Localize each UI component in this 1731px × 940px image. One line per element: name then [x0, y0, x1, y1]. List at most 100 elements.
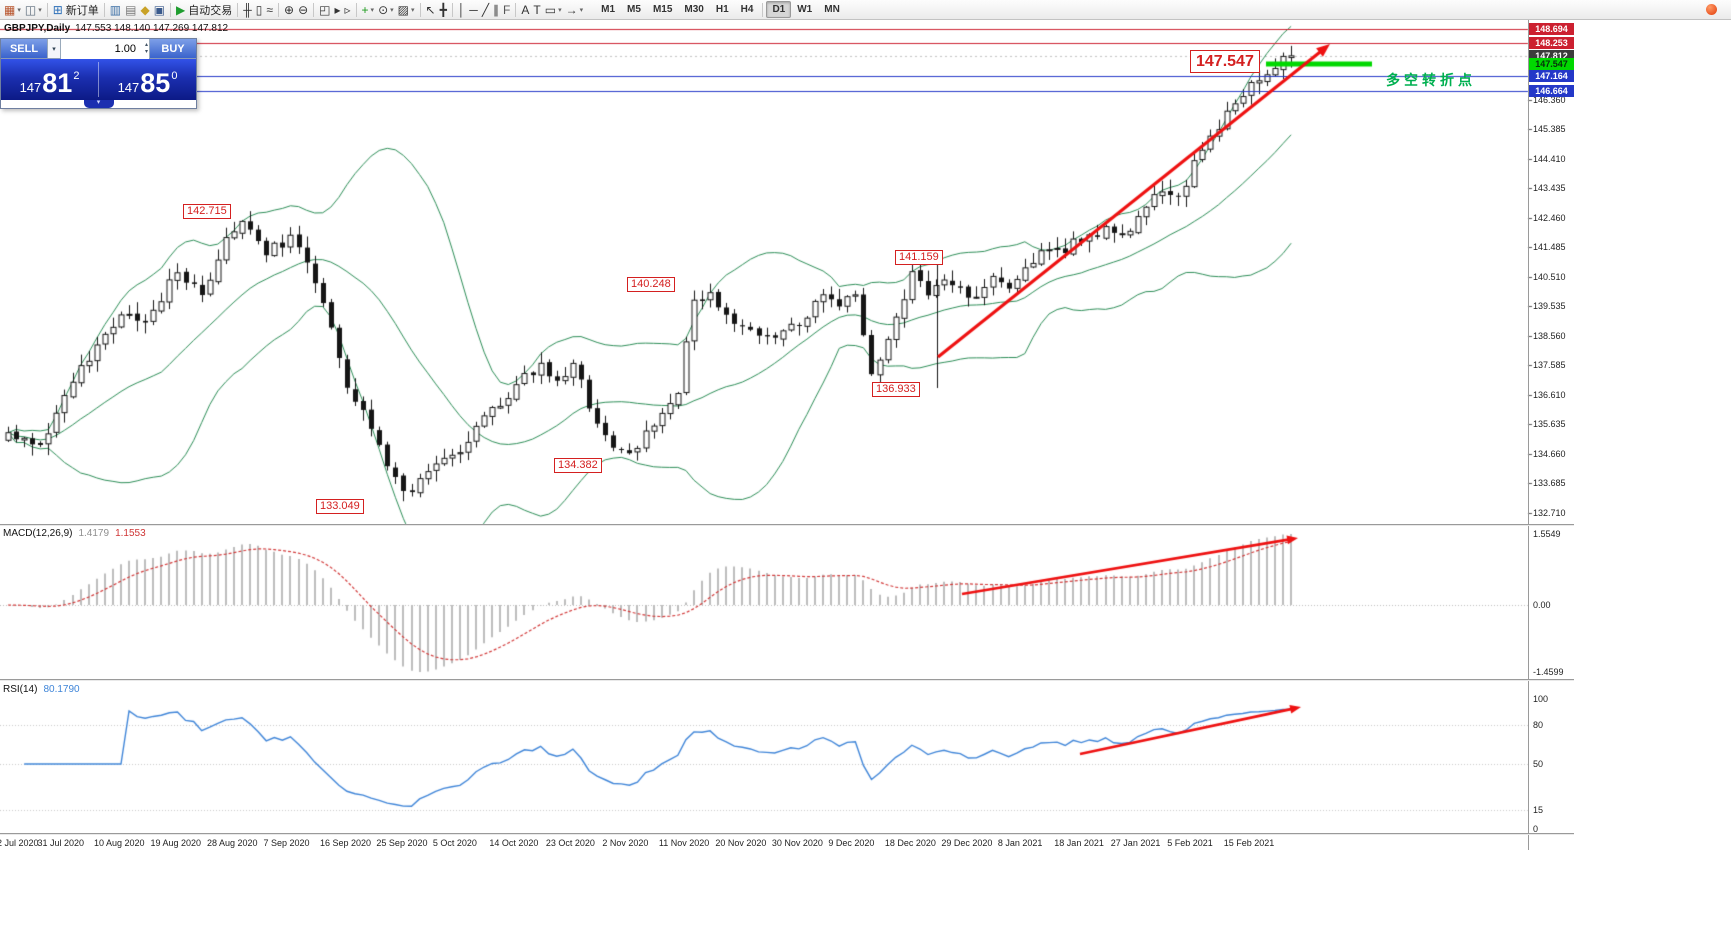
macd-signal-value: 1.1553: [115, 528, 146, 539]
toolbar-separator: [451, 2, 453, 17]
new-chart-button[interactable]: ▦ ▾: [2, 1, 23, 19]
price-callout[interactable]: 141.159: [895, 250, 943, 265]
bid-price[interactable]: 147 81 2: [1, 59, 98, 100]
buy-button[interactable]: BUY: [150, 39, 196, 58]
caret-down-icon: ▾: [390, 6, 394, 14]
toolbar-separator: [313, 2, 315, 17]
timeframe-d1-button[interactable]: D1: [766, 1, 792, 18]
date-axis-label: 14 Oct 2020: [489, 838, 539, 848]
toolbar-separator: [170, 2, 172, 17]
volume-input[interactable]: [61, 39, 149, 59]
price-callout[interactable]: 147.547: [1190, 50, 1260, 73]
caret-down-icon: ▾: [370, 6, 375, 14]
vertical-line-button[interactable]: │: [456, 1, 468, 19]
shapes-button[interactable]: ▭ ▾: [543, 1, 564, 19]
timeframe-m1-button[interactable]: M1: [601, 4, 616, 15]
toolbar-separator: [103, 2, 105, 17]
zoom-out-button[interactable]: ⊖: [296, 1, 310, 19]
indicators-button[interactable]: + ▾: [360, 1, 377, 19]
price-callout[interactable]: 140.248: [627, 277, 675, 292]
timeframe-w1-button[interactable]: W1: [797, 4, 813, 15]
bar-chart-button[interactable]: ╫: [241, 1, 254, 19]
crosshair-button[interactable]: ╋: [438, 1, 449, 19]
price-callout[interactable]: 134.382: [554, 458, 602, 473]
arrows-button[interactable]: → ▾: [564, 1, 586, 19]
price-axis-label: 142.460: [1533, 212, 1566, 223]
auto-scroll-icon: ▸: [334, 2, 341, 17]
date-axis-label: 23 Oct 2020: [545, 838, 595, 848]
timeframe-mn-button[interactable]: MN: [824, 4, 840, 15]
volume-decrease-icon[interactable]: ▾: [144, 48, 148, 55]
macd-axis-label: -1.4599: [1533, 667, 1564, 677]
volume-dropdown[interactable]: ▾: [47, 39, 60, 58]
bid-point: 2: [73, 70, 80, 82]
chart-shift-button[interactable]: ▹: [343, 1, 353, 19]
date-axis-separator[interactable]: [0, 833, 1574, 835]
text-button[interactable]: A: [519, 1, 531, 19]
macd-axis-label: 1.5549: [1533, 529, 1561, 539]
ask-point: 0: [171, 70, 178, 82]
date-axis-label: 5 Oct 2020: [432, 838, 477, 848]
zoom-in-button[interactable]: ⊕: [282, 1, 296, 19]
autotrading-button[interactable]: ▶ 自动交易: [174, 1, 234, 19]
macd-axis-label: 0.00: [1533, 600, 1551, 610]
timeframe-m15-button[interactable]: M15: [652, 4, 673, 15]
terminal-button[interactable]: ▣: [152, 1, 167, 19]
rsi-pane-separator[interactable]: [0, 679, 1574, 681]
macd-pane-separator[interactable]: [0, 524, 1574, 526]
new-order-button[interactable]: ⊞ 新订单: [51, 1, 101, 19]
volume-increase-icon[interactable]: ▴: [144, 41, 148, 48]
horizontal-line-button[interactable]: ─: [467, 1, 480, 19]
price-callout[interactable]: 133.049: [316, 499, 364, 514]
text-icon: A: [521, 2, 530, 17]
rsi-axis-label: 50: [1533, 759, 1544, 769]
horizontal-line-icon: ─: [469, 2, 478, 17]
trendline-icon: ╱: [481, 2, 490, 17]
channel-button[interactable]: ∥: [491, 1, 501, 19]
periods-button[interactable]: ⊙ ▾: [376, 1, 396, 19]
price-callout[interactable]: 136.933: [872, 382, 920, 397]
trendline-button[interactable]: ╱: [480, 1, 491, 19]
timeframe-m30-button[interactable]: M30: [684, 4, 704, 15]
ask-pips: 85: [140, 68, 171, 98]
data-window-icon: ▤: [125, 2, 137, 17]
sell-button[interactable]: SELL: [1, 39, 47, 58]
timeframe-h4-button[interactable]: H4: [740, 4, 754, 15]
bull-bear-turning-point-note[interactable]: 多空转折点: [1386, 72, 1476, 88]
navigator-button[interactable]: ◆: [138, 1, 151, 19]
date-axis-label: 18 Dec 2020: [884, 838, 936, 848]
templates-button[interactable]: ▨ ▾: [396, 1, 417, 19]
timeframe-toolbar: M1 M5 M15 M30 H1 H4 D1 W1 MN: [595, 1, 846, 18]
connection-status-icon: [1706, 4, 1717, 15]
line-chart-button[interactable]: ≈: [264, 1, 275, 19]
rsi-value: 80.1790: [43, 684, 80, 695]
data-window-button[interactable]: ▤: [123, 1, 138, 19]
date-axis-label: 9 Dec 2020: [828, 838, 875, 848]
price-axis-label: 134.660: [1533, 448, 1566, 459]
panel-collapse-handle[interactable]: ▾: [83, 99, 114, 108]
toolbar-separator: [237, 2, 239, 17]
date-axis-label: 31 Jul 2020: [37, 838, 85, 848]
profiles-button[interactable]: ◫ ▾: [23, 1, 44, 19]
price-callout[interactable]: 142.715: [183, 204, 231, 219]
bid-integer: 147: [19, 80, 42, 95]
price-axis-label: 133.685: [1533, 478, 1566, 489]
tile-windows-button[interactable]: ◰: [317, 1, 332, 19]
text-label-button[interactable]: T: [531, 1, 542, 19]
auto-scroll-button[interactable]: ▸: [332, 1, 342, 19]
cursor-button[interactable]: ↖: [424, 1, 438, 19]
ask-price[interactable]: 147 85 0: [99, 59, 196, 100]
rsi-axis-label: 80: [1533, 720, 1544, 730]
timeframe-m5-button[interactable]: M5: [627, 4, 641, 15]
market-watch-button[interactable]: ▥: [108, 1, 123, 19]
fibonacci-button[interactable]: F: [501, 1, 512, 19]
candlestick-chart-button[interactable]: ▯: [254, 1, 265, 19]
date-axis-label: 11 Nov 2020: [658, 838, 710, 848]
timeframe-h1-button[interactable]: H1: [715, 4, 729, 15]
toolbar-separator: [278, 2, 279, 17]
channel-icon: ∥: [493, 2, 500, 17]
date-axis-label: 22 Jul 2020: [0, 838, 39, 848]
price-axis-label: 146.360: [1533, 94, 1566, 105]
